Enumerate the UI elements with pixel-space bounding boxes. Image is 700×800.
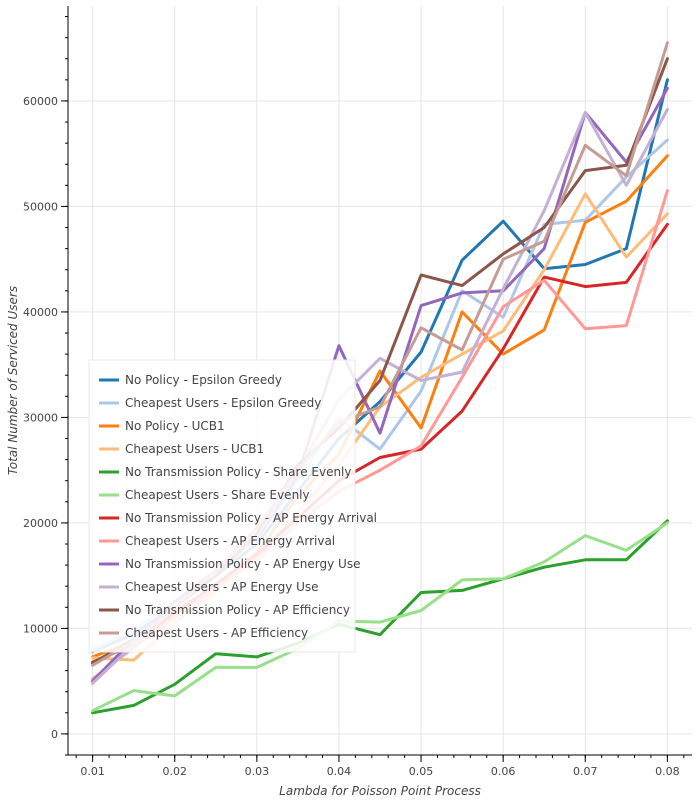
- x-tick-label: 0.02: [162, 765, 187, 778]
- y-tick-label: 30000: [23, 411, 58, 424]
- y-tick-label: 60000: [23, 95, 58, 108]
- legend-label: Cheapest Users - Share Evenly: [125, 488, 310, 502]
- series-line: [91, 519, 669, 715]
- legend-label: Cheapest Users - AP Efficiency: [125, 626, 308, 640]
- y-tick-label: 10000: [23, 622, 58, 635]
- legend-label: No Policy - Epsilon Greedy: [125, 373, 282, 387]
- x-tick-label: 0.03: [245, 765, 270, 778]
- legend: No Policy - Epsilon Greedy Cheapest Users…: [88, 359, 377, 653]
- x-axis-title: Lambda for Poisson Point Process: [279, 784, 481, 798]
- x-tick-label: 0.01: [80, 765, 105, 778]
- legend-label: No Transmission Policy - AP Energy Use: [125, 557, 360, 571]
- legend-label: No Transmission Policy - AP Efficiency: [125, 603, 350, 617]
- series-line: [91, 521, 669, 713]
- x-tick-label: 0.04: [327, 765, 352, 778]
- legend-label: No Policy - UCB1: [125, 419, 225, 433]
- legend-label: No Transmission Policy - Share Evenly: [125, 465, 352, 479]
- legend-label: Cheapest Users - AP Energy Use: [125, 580, 319, 594]
- legend-label: No Transmission Policy - AP Energy Arriv…: [125, 511, 377, 525]
- legend-box: [88, 359, 356, 653]
- y-axis-title: Total Number of Serviced Users: [6, 286, 20, 475]
- x-tick-label: 0.06: [491, 765, 516, 778]
- y-axis-ticks: 0 10000 20000 30000 40000 50000 60000: [23, 16, 68, 756]
- axes: [67, 6, 692, 756]
- x-tick-label: 0.05: [409, 765, 434, 778]
- x-tick-label: 0.08: [655, 765, 680, 778]
- legend-label: Cheapest Users - Epsilon Greedy: [125, 396, 321, 410]
- y-tick-label: 20000: [23, 517, 58, 530]
- x-axis-ticks: 0.01 0.02 0.03 0.04 0.05 0.06 0.07 0.08: [75, 755, 685, 778]
- legend-label: Cheapest Users - UCB1: [125, 442, 264, 456]
- y-tick-label: 40000: [23, 306, 58, 319]
- legend-label: Cheapest Users - AP Energy Arrival: [125, 534, 335, 548]
- y-tick-label: 50000: [23, 200, 58, 213]
- y-tick-label: 0: [51, 728, 58, 741]
- x-tick-label: 0.07: [573, 765, 598, 778]
